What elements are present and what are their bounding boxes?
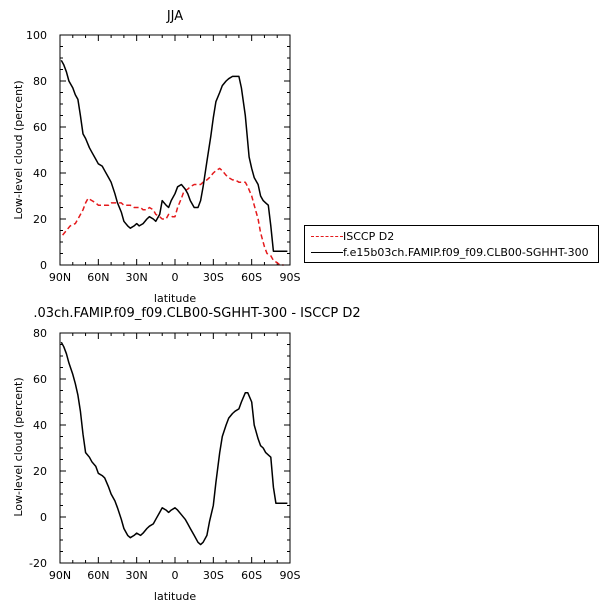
- y-tick-label: 0: [40, 259, 47, 272]
- legend-label: f.e15b03ch.FAMIP.f09_f09.CLB00-SGHHT-300: [343, 245, 589, 259]
- legend-entry-isccp: ISCCP D2: [311, 228, 394, 244]
- x-tick-label: 60S: [241, 271, 262, 284]
- x-axis-label: latitude: [154, 590, 196, 603]
- y-tick-label: 40: [33, 167, 47, 180]
- x-tick-label: 90N: [49, 271, 71, 284]
- legend-swatch-dashed-red: [311, 235, 343, 237]
- legend-swatch-solid-black: [311, 251, 343, 253]
- x-tick-label: 0: [172, 271, 179, 284]
- axis-ticks: 90N 60N 30N 0 30S 60S 90S -20 0 20 40 60 80: [29, 327, 300, 582]
- y-tick-label: 20: [33, 465, 47, 478]
- legend: ISCCP D2 f.e15b03ch.FAMIP.f09_f09.CLB00-…: [304, 225, 599, 263]
- series-line-isccp-d2: [62, 167, 284, 266]
- series-line-model: [60, 59, 288, 252]
- y-tick-label: 40: [33, 419, 47, 432]
- legend-entry-model: f.e15b03ch.FAMIP.f09_f09.CLB00-SGHHT-300: [311, 244, 589, 260]
- y-tick-label: 20: [33, 213, 47, 226]
- y-tick-label: 100: [26, 29, 47, 42]
- plot-frame: [59, 34, 291, 266]
- panel-top-jja: JJA Low-level cloud (percent) latitude 9…: [12, 9, 301, 305]
- x-axis-label: latitude: [154, 292, 196, 305]
- y-axis-label: Low-level cloud (percent): [12, 377, 25, 516]
- plot-series: [60, 341, 288, 546]
- x-tick-label: 30S: [203, 271, 224, 284]
- series-line-model: [60, 341, 288, 546]
- y-tick-label: 80: [33, 75, 47, 88]
- x-tick-label: 60N: [87, 271, 109, 284]
- plot-frame: [59, 332, 291, 564]
- x-tick-label: 60N: [87, 569, 109, 582]
- plot-series: [60, 59, 288, 266]
- x-tick-label: 90N: [49, 569, 71, 582]
- axis-ticks: 90N 60N 30N 0 30S 60S 90S 0 20 40 60 80 100: [26, 29, 301, 284]
- chart-title: JJA: [166, 9, 183, 24]
- x-tick-label: 30N: [126, 569, 148, 582]
- y-axis-label: Low-level cloud (percent): [12, 80, 25, 219]
- y-tick-label: 60: [33, 373, 47, 386]
- panel-bottom-difference: .03ch.FAMIP.f09_f09.CLB00-SGHHT-300 - IS…: [12, 306, 361, 603]
- x-tick-label: 30N: [126, 271, 148, 284]
- x-tick-label: 60S: [241, 569, 262, 582]
- y-tick-label: 60: [33, 121, 47, 134]
- legend-label: ISCCP D2: [343, 229, 395, 243]
- x-tick-label: 30S: [203, 569, 224, 582]
- x-tick-label: 0: [172, 569, 179, 582]
- y-tick-label: 80: [33, 327, 47, 340]
- x-tick-label: 90S: [280, 271, 301, 284]
- y-tick-label: 0: [40, 511, 47, 524]
- y-tick-label: -20: [29, 557, 47, 570]
- chart-title: .03ch.FAMIP.f09_f09.CLB00-SGHHT-300 - IS…: [33, 306, 360, 321]
- x-tick-label: 90S: [280, 569, 301, 582]
